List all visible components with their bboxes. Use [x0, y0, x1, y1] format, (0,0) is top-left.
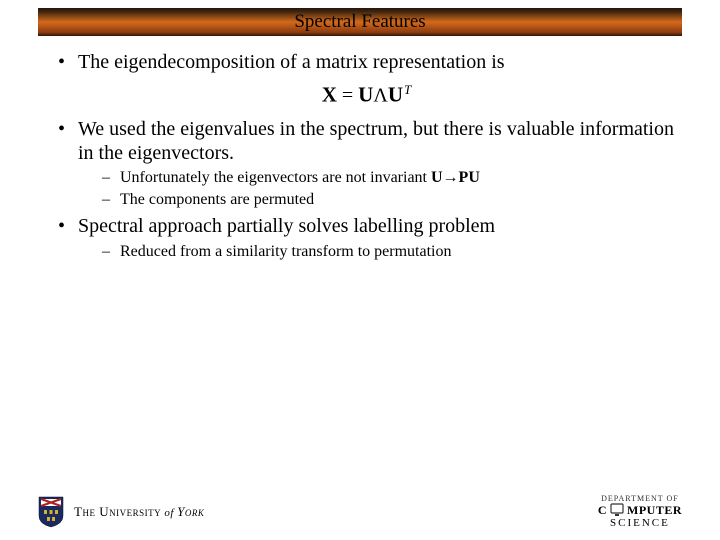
- bullet-2-sub-1: Unfortunately the eigenvectors are not i…: [102, 168, 676, 188]
- university-logo: The University of York: [38, 496, 204, 528]
- bullet-1-text: The eigendecomposition of a matrix repre…: [78, 51, 505, 73]
- formula-U2: U: [388, 83, 403, 107]
- uni-of: of: [161, 507, 177, 519]
- cs-dept-label: DEPARTMENT OF: [601, 495, 679, 503]
- bullet-2-sub-1a: Unfortunately the eigenvectors are not i…: [120, 169, 431, 186]
- bullet-3: Spectral approach partially solves label…: [56, 214, 676, 261]
- formula-T: T: [404, 82, 411, 97]
- formula-L: Λ: [373, 85, 388, 107]
- monitor-icon: [610, 503, 624, 517]
- formula-U1: U: [358, 83, 373, 107]
- formula: X = UΛUT: [56, 82, 676, 108]
- shield-icon: [38, 496, 64, 528]
- formula-eq: =: [337, 85, 358, 107]
- bullet-2: We used the eigenvalues in the spectrum,…: [56, 117, 676, 211]
- uni-univ: University: [99, 504, 161, 519]
- bullet-3-sub-1: Reduced from a similarity transform to p…: [102, 242, 676, 262]
- slide-content: The eigendecomposition of a matrix repre…: [56, 50, 676, 266]
- formula-X: X: [322, 83, 337, 107]
- bullet-1: The eigendecomposition of a matrix repre…: [56, 50, 676, 109]
- bullet-2-sub-1b: U→PU: [431, 169, 480, 186]
- footer: The University of York DEPARTMENT OF C M…: [38, 492, 682, 532]
- uni-york: York: [177, 504, 204, 519]
- slide-title: Spectral Features: [294, 11, 425, 33]
- bullet-2-sub-2: The components are permuted: [102, 190, 676, 210]
- university-name: The University of York: [74, 504, 204, 520]
- uni-the: The: [74, 504, 99, 519]
- bullet-2-text: We used the eigenvalues in the spectrum,…: [78, 118, 674, 164]
- cs-logo: DEPARTMENT OF C MPUTER SCIENCE: [598, 495, 682, 529]
- title-bar: Spectral Features: [38, 8, 682, 36]
- cs-science-label: SCIENCE: [610, 518, 670, 529]
- cs-computer-label: C MPUTER: [598, 503, 682, 517]
- bullet-3-text: Spectral approach partially solves label…: [78, 215, 495, 237]
